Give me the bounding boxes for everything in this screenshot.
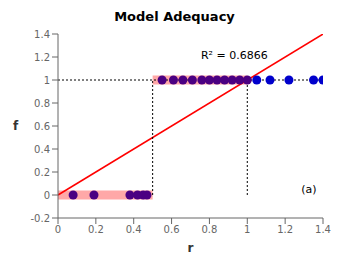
svg-text:1.4: 1.4 xyxy=(315,224,331,235)
svg-text:f: f xyxy=(13,119,19,133)
html-text:Model Adequacy: Model Adequacy xyxy=(114,9,235,24)
svg-text:0: 0 xyxy=(44,190,50,201)
svg-text:1.2: 1.2 xyxy=(34,52,50,63)
svg-text:-0.2: -0.2 xyxy=(30,213,50,224)
svg-text:0.2: 0.2 xyxy=(88,224,104,235)
svg-text:0.2: 0.2 xyxy=(34,167,50,178)
svg-text:0.4: 0.4 xyxy=(126,224,142,235)
svg-text:r: r xyxy=(188,241,194,252)
svg-text:R² = 0.6866: R² = 0.6866 xyxy=(201,49,268,62)
svg-text:1.2: 1.2 xyxy=(277,224,293,235)
svg-text:0.8: 0.8 xyxy=(34,98,50,109)
svg-text:1: 1 xyxy=(44,75,50,86)
svg-text:1.4: 1.4 xyxy=(34,29,50,40)
svg-text:0.6: 0.6 xyxy=(164,224,180,235)
svg-text:0: 0 xyxy=(55,224,61,235)
svg-text:0.4: 0.4 xyxy=(34,144,50,155)
svg-text:0.8: 0.8 xyxy=(201,224,217,235)
svg-text:(a): (a) xyxy=(301,183,316,196)
svg-text:1: 1 xyxy=(244,224,250,235)
svg-text:0.6: 0.6 xyxy=(34,121,50,132)
